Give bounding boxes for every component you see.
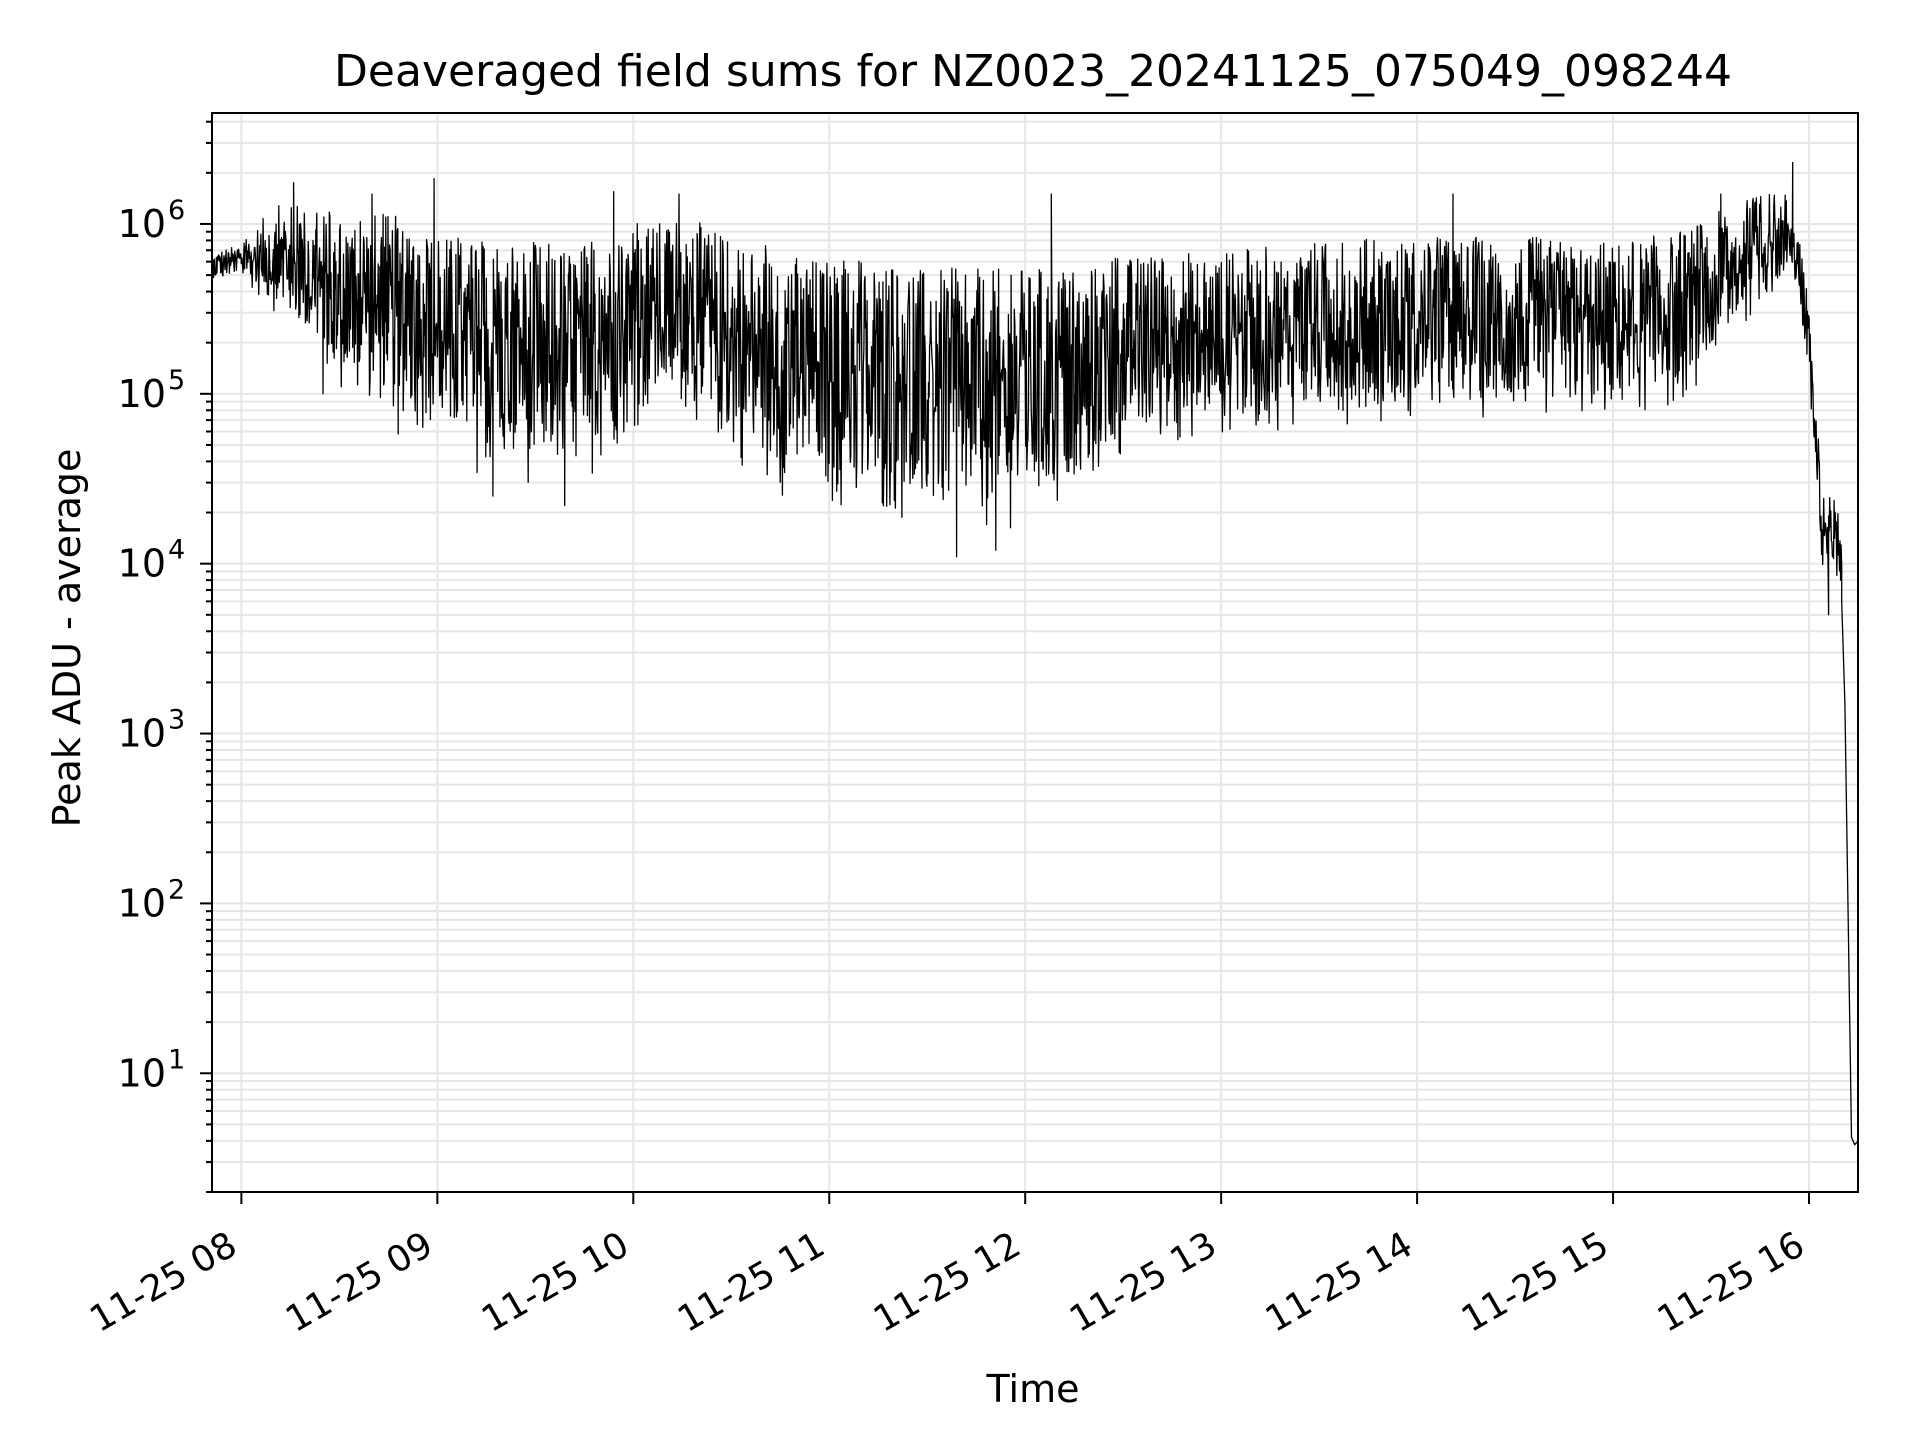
- chart-title: Deaveraged field sums for NZ0023_2024112…: [334, 46, 1732, 97]
- y-tick-exponent: 3: [168, 705, 185, 736]
- y-tick-exponent: 4: [168, 535, 185, 566]
- y-axis-label: Peak ADU - average: [45, 449, 89, 828]
- y-tick-label: 10: [118, 202, 166, 246]
- series-line: [211, 161, 1859, 1146]
- y-tick-exponent: 5: [168, 365, 185, 396]
- y-tick-label: 10: [118, 712, 166, 756]
- x-axis-label: Time: [986, 1367, 1080, 1411]
- y-tick-label: 10: [118, 542, 166, 586]
- y-tick-exponent: 2: [168, 874, 185, 905]
- data-line-layer: [211, 161, 1859, 1146]
- y-tick-label: 10: [118, 1051, 166, 1095]
- y-tick-label: 10: [118, 881, 166, 925]
- y-tick-exponent: 1: [168, 1044, 185, 1075]
- y-tick-label: 10: [118, 372, 166, 416]
- y-tick-exponent: 6: [168, 195, 185, 226]
